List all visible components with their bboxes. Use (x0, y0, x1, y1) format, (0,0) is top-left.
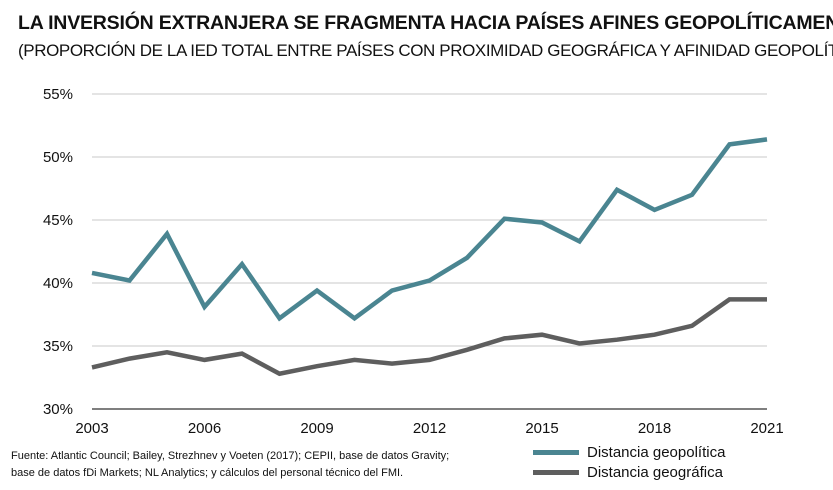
series-line-geografica (91, 297, 767, 377)
legend-label: Distancia geopolítica (587, 443, 726, 461)
y-tick-label: 55% (43, 86, 73, 103)
source-note: Fuente: Atlantic Council; Bailey, Strezh… (11, 448, 449, 482)
series-line-geopolitica (91, 137, 768, 322)
x-axis: 2003 2006 2009 2012 2015 2018 2021 (75, 420, 783, 437)
legend-label: Distancia geográfica (587, 463, 723, 481)
x-tick-label: 2003 (75, 420, 108, 437)
y-tick-label: 40% (43, 275, 73, 292)
y-tick-label: 30% (43, 401, 73, 418)
x-tick-label: 2018 (638, 420, 671, 437)
x-tick-label: 2021 (750, 420, 783, 437)
x-tick-label: 2012 (413, 420, 446, 437)
y-tick-label: 35% (43, 338, 73, 355)
legend: Distancia geopolítica Distancia geográfi… (533, 442, 725, 482)
gridlines (92, 93, 767, 410)
legend-item-geografica: Distancia geográfica (533, 462, 725, 482)
x-tick-label: 2006 (188, 420, 221, 437)
y-tick-label: 50% (43, 149, 73, 166)
chart-subtitle: (PROPORCIÓN DE LA IED TOTAL ENTRE PAÍSES… (18, 41, 833, 60)
legend-item-geopolitica: Distancia geopolítica (533, 442, 725, 462)
x-tick-label: 2015 (525, 420, 558, 437)
source-line: base de datos fDi Markets; NL Analytics;… (11, 467, 404, 479)
y-tick-label: 45% (43, 212, 73, 229)
chart-title: LA INVERSIÓN EXTRANJERA SE FRAGMENTA HAC… (18, 12, 833, 34)
series-group (91, 137, 768, 377)
x-tick-label: 2009 (300, 420, 333, 437)
legend-swatch (533, 449, 579, 455)
source-line: Fuente: Atlantic Council; Bailey, Strezh… (11, 450, 450, 462)
y-axis: 30% 35% 40% 45% 50% 55% (43, 86, 73, 418)
legend-swatch (533, 469, 579, 475)
